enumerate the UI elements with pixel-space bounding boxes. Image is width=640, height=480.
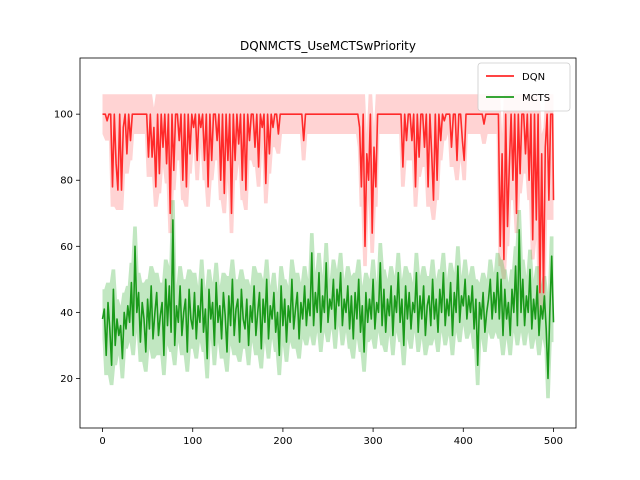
x-tick-label: 100 bbox=[183, 436, 202, 447]
x-tick-label: 0 bbox=[99, 436, 105, 447]
x-tick-label: 400 bbox=[454, 436, 473, 447]
y-tick-label: 20 bbox=[60, 374, 73, 385]
y-tick-label: 80 bbox=[60, 176, 73, 187]
x-tick-label: 500 bbox=[544, 436, 563, 447]
x-tick-label: 200 bbox=[273, 436, 292, 447]
y-axis-ticks: 20 40 60 80 100 bbox=[54, 110, 80, 385]
x-tick-label: 300 bbox=[364, 436, 383, 447]
x-axis-ticks: 0 100 200 300 400 500 bbox=[99, 428, 563, 447]
plot-frame bbox=[79, 57, 577, 429]
series-line-dqn bbox=[102, 113, 555, 294]
legend-box bbox=[477, 62, 571, 112]
legend-label-mcts: MCTS bbox=[522, 93, 550, 104]
legend-label-dqn: DQN bbox=[522, 72, 545, 83]
y-tick-label: 40 bbox=[60, 308, 73, 319]
series-lines bbox=[101, 113, 555, 380]
band-dqn bbox=[102, 94, 554, 313]
y-tick-label: 60 bbox=[60, 242, 73, 253]
legend: DQN MCTS bbox=[477, 62, 571, 112]
chart-title: DQNMCTS_UseMCTSwPriority bbox=[240, 39, 416, 53]
series-line-mcts bbox=[101, 219, 555, 380]
y-tick-label: 100 bbox=[54, 110, 73, 121]
